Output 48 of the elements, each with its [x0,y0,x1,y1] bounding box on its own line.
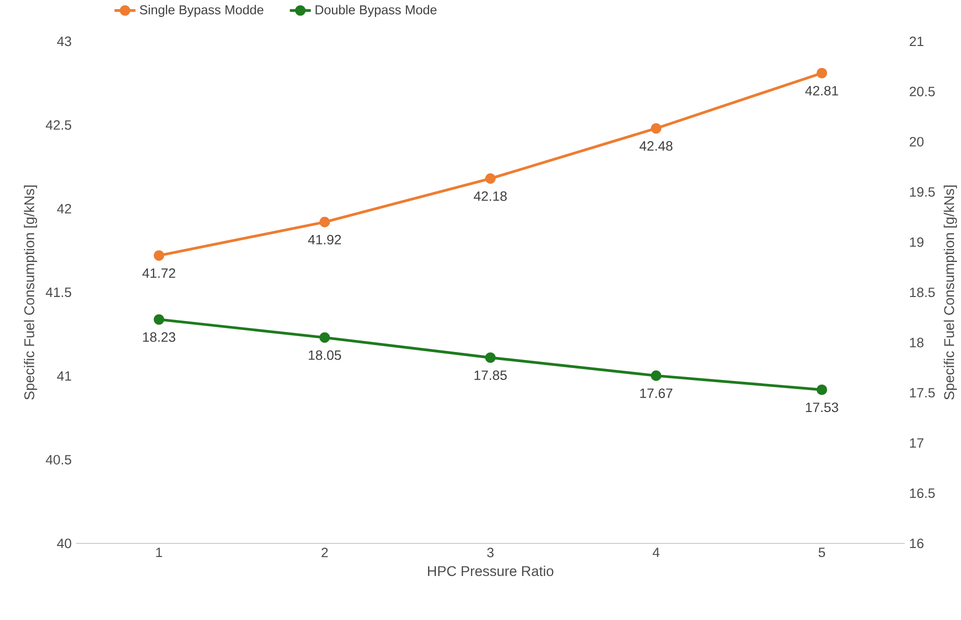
y2-tick-label: 20.5 [910,87,935,97]
y2-tick-label: 20 [910,137,924,147]
data-label: 17.85 [474,370,507,380]
point [319,332,330,344]
y-tick-label: 42 [57,204,72,214]
data-label: 17.53 [806,402,838,412]
legend-label: Single Bypass Modde [140,5,264,18]
x-tick-label: 3 [487,548,494,558]
data-label: 42.18 [474,192,507,202]
point [319,217,330,228]
y-tick-label: 40 [57,538,72,548]
y2-tick-label: 16.5 [910,488,935,498]
point [485,352,496,364]
x-tick-label: 2 [322,548,328,558]
y2-tick-label: 19 [910,238,924,248]
data-label: 42.48 [640,141,672,151]
y-tick-label: 41.5 [46,288,72,298]
data-label: 17.67 [640,388,672,398]
legend-label: Double Bypass Mode [316,5,437,18]
data-label: 41.92 [308,235,341,245]
y2-tick-label: 18 [910,338,924,348]
data-label: 42.81 [805,86,838,96]
y2-tick-label: 18.5 [910,288,935,298]
data-label: 18.05 [308,350,342,360]
data-label: 18.23 [143,332,176,342]
y-tick-label: 40.5 [46,455,72,465]
x-axis-title: HPC Pressure Ratio [428,566,554,576]
x-tick-label: 5 [818,548,826,558]
point [154,250,164,262]
x-tick-label: 4 [652,548,660,558]
y2-tick-label: 17.5 [910,388,935,398]
point [816,68,828,79]
y-axis-title: Specific Fuel Consumption [g/kNs] [24,186,38,400]
data-label: 41.72 [142,268,176,278]
x-tick-label: 1 [156,548,162,558]
y2-tick-label: 17 [910,438,924,448]
y2-tick-label: 16 [910,538,924,548]
point [816,384,828,396]
point [154,314,164,325]
y-tick-label: 43 [57,36,72,46]
y-tick-label: 42.5 [46,120,72,130]
y2-tick-label: 19.5 [910,187,935,197]
point [650,123,662,134]
y2-tick-label: 21 [910,36,924,46]
y-tick-label: 41 [57,372,72,381]
point [650,370,662,382]
y2-axis-title: Specific Fuel Consumption [g/kNs] [944,186,957,400]
point [485,174,496,184]
